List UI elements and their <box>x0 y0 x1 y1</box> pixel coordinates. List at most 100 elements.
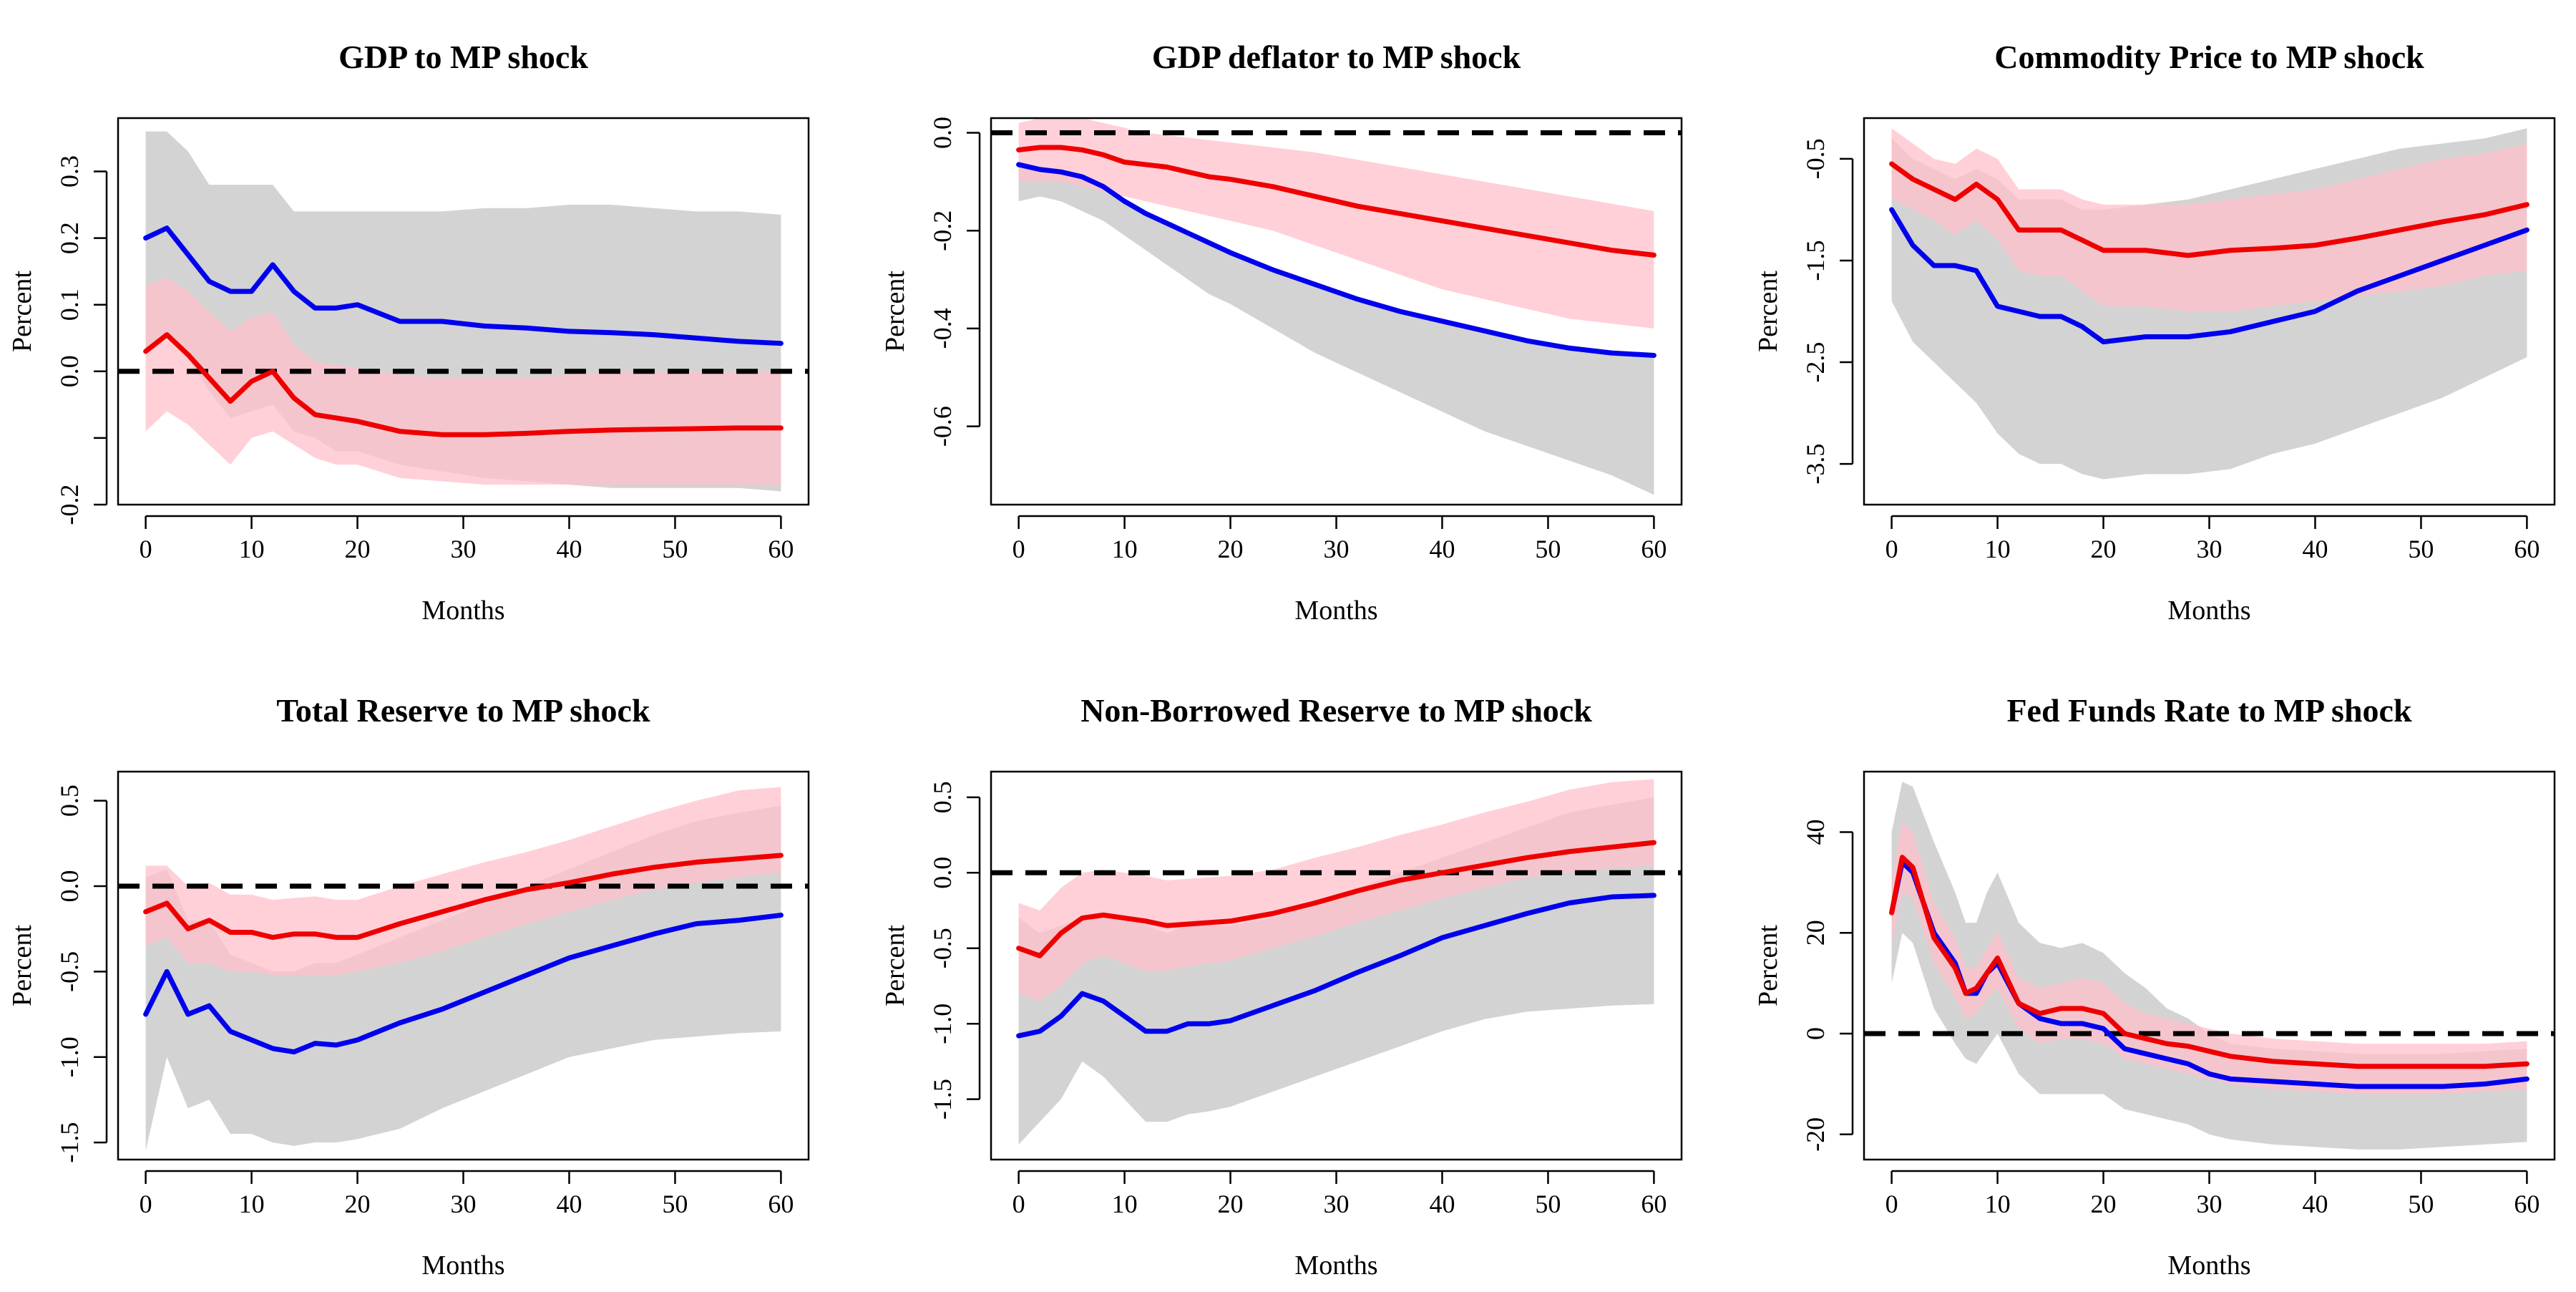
y-tick-label: -0.4 <box>928 308 957 349</box>
x-tick-label: 20 <box>2091 535 2117 563</box>
x-tick-label: 0 <box>1885 1190 1898 1218</box>
x-tick-label: 60 <box>1641 1190 1667 1218</box>
y-tick-label: -2.5 <box>1801 342 1830 383</box>
x-tick-label: 10 <box>239 1190 265 1218</box>
x-tick-label: 20 <box>1218 1190 1244 1218</box>
x-tick-label: 60 <box>2514 1190 2540 1218</box>
x-tick-label: 10 <box>1112 1190 1138 1218</box>
x-axis-label: Months <box>421 1250 504 1281</box>
x-tick-label: 60 <box>768 535 794 563</box>
y-tick-label: -3.5 <box>1801 444 1830 485</box>
x-tick-label: 10 <box>1112 535 1138 563</box>
y-axis-label: Percent <box>7 925 37 1006</box>
x-tick-label: 50 <box>662 535 688 563</box>
y-tick-label: 0.1 <box>55 288 84 321</box>
x-tick-label: 30 <box>1324 535 1350 563</box>
red-response-line <box>1016 840 1657 958</box>
plot-frame <box>117 770 810 1161</box>
x-tick-label: 0 <box>1885 535 1898 563</box>
x-tick-label: 60 <box>2514 535 2540 563</box>
y-axis-label: Percent <box>1753 271 1783 352</box>
red-response-line <box>143 332 784 437</box>
x-tick-label: 60 <box>1641 535 1667 563</box>
x-axis-label: Months <box>421 596 504 626</box>
panel-6: 0 10 20 30 40 50 60 -20 0 20 40 Fed Funds Rate to M… <box>1753 692 2556 1281</box>
panel-title: GDP deflator to MP shock <box>1152 39 1521 75</box>
x-axis-label: Months <box>2167 1250 2250 1281</box>
x-tick-label: 20 <box>345 535 371 563</box>
x-tick-label: 30 <box>1324 1190 1350 1218</box>
x-tick-label: 30 <box>2197 1190 2223 1218</box>
y-tick-label: 0.0 <box>55 355 84 387</box>
y-tick-label: -20 <box>1801 1117 1830 1152</box>
panel-5: 0 10 20 30 40 50 60 -1.5 -1.0 -0.5 0.0 0.5 Non-Borro… <box>880 692 1683 1281</box>
blue-confidence-band <box>1018 164 1654 495</box>
x-tick-label: 10 <box>1985 1190 2011 1218</box>
x-tick-label: 0 <box>1013 1190 1025 1218</box>
y-tick-label: -0.6 <box>928 406 957 447</box>
plot-area <box>991 118 1682 495</box>
x-tick-label: 20 <box>2091 1190 2117 1218</box>
y-tick-label: -1.5 <box>928 1079 957 1119</box>
blue-response-line <box>1016 893 1657 1039</box>
red-confidence-band <box>1891 128 2527 311</box>
plot-area <box>1864 782 2555 1150</box>
x-tick-label: 40 <box>2302 1190 2328 1218</box>
x-tick-label: 0 <box>1013 535 1025 563</box>
y-tick-label: -0.5 <box>928 928 957 968</box>
y-tick-label: 0.2 <box>55 222 84 254</box>
panel-3: 0 10 20 30 40 50 60 -3.5 -2.5 -1.5 -0.5 Commodity P… <box>1753 39 2556 626</box>
x-axis-label: Months <box>2167 596 2250 626</box>
x-axis-label: Months <box>1294 1250 1377 1281</box>
x-axis-label: Months <box>1294 596 1377 626</box>
x-tick-label: 0 <box>140 535 152 563</box>
red-response-line <box>1016 145 1657 258</box>
y-axis-label: Percent <box>880 271 910 352</box>
y-tick-label: 40 <box>1801 819 1830 845</box>
x-tick-label: 30 <box>451 1190 477 1218</box>
y-axis-label: Percent <box>1753 925 1783 1006</box>
x-tick-label: 50 <box>1535 535 1561 563</box>
red-confidence-band <box>145 787 781 976</box>
red-response-line <box>143 853 784 941</box>
plot-area <box>991 779 1682 1145</box>
x-tick-label: 20 <box>345 1190 371 1218</box>
panel-title: Non-Borrowed Reserve to MP shock <box>1080 692 1592 729</box>
x-tick-label: 10 <box>1985 535 2011 563</box>
y-tick-label: 0 <box>1801 1027 1830 1040</box>
plot-frame <box>117 117 810 506</box>
y-tick-label: -0.5 <box>1801 138 1830 179</box>
panel-4: 0 10 20 30 40 50 60 -1.5 -1.0 -0.5 0.0 0.5 Total Res… <box>7 692 810 1281</box>
y-tick-label: -1.5 <box>1801 240 1830 281</box>
x-tick-label: 60 <box>768 1190 794 1218</box>
y-tick-label: -1.0 <box>55 1036 84 1077</box>
y-tick-label: -1.5 <box>55 1122 84 1163</box>
x-tick-label: 40 <box>2302 535 2328 563</box>
plot-area <box>118 787 809 1152</box>
x-tick-label: 50 <box>2408 1190 2434 1218</box>
red-response-line <box>1889 855 2529 1069</box>
red-confidence-band <box>145 278 781 485</box>
blue-response-line <box>1889 207 2529 345</box>
x-tick-label: 0 <box>140 1190 152 1218</box>
panel-title: Commodity Price to MP shock <box>1994 39 2424 75</box>
y-axis-label: Percent <box>880 925 910 1006</box>
x-tick-label: 10 <box>239 535 265 563</box>
plot-area <box>118 131 809 492</box>
blue-response-line <box>143 225 784 346</box>
y-tick-label: -1.0 <box>928 1004 957 1044</box>
panel-1: 0 10 20 30 40 50 60 -0.2 0.0 0.1 0.2 0.3 GDP to MP s… <box>7 39 810 626</box>
red-confidence-band-upper <box>1891 822 2527 1067</box>
y-tick-label: -0.2 <box>928 210 957 251</box>
y-tick-label: 20 <box>1801 920 1830 946</box>
plot-frame <box>1863 117 2556 506</box>
x-tick-label: 50 <box>2408 535 2434 563</box>
x-tick-label: 40 <box>1429 1190 1455 1218</box>
panel-title: Total Reserve to MP shock <box>276 692 650 729</box>
plot-area <box>1889 128 2529 480</box>
plot-frame <box>1863 770 2556 1161</box>
panel-2: 0 10 20 30 40 50 60 -0.6 -0.4 -0.2 0.0 GDP deflator… <box>880 39 1683 626</box>
red-response-line <box>1889 161 2529 258</box>
